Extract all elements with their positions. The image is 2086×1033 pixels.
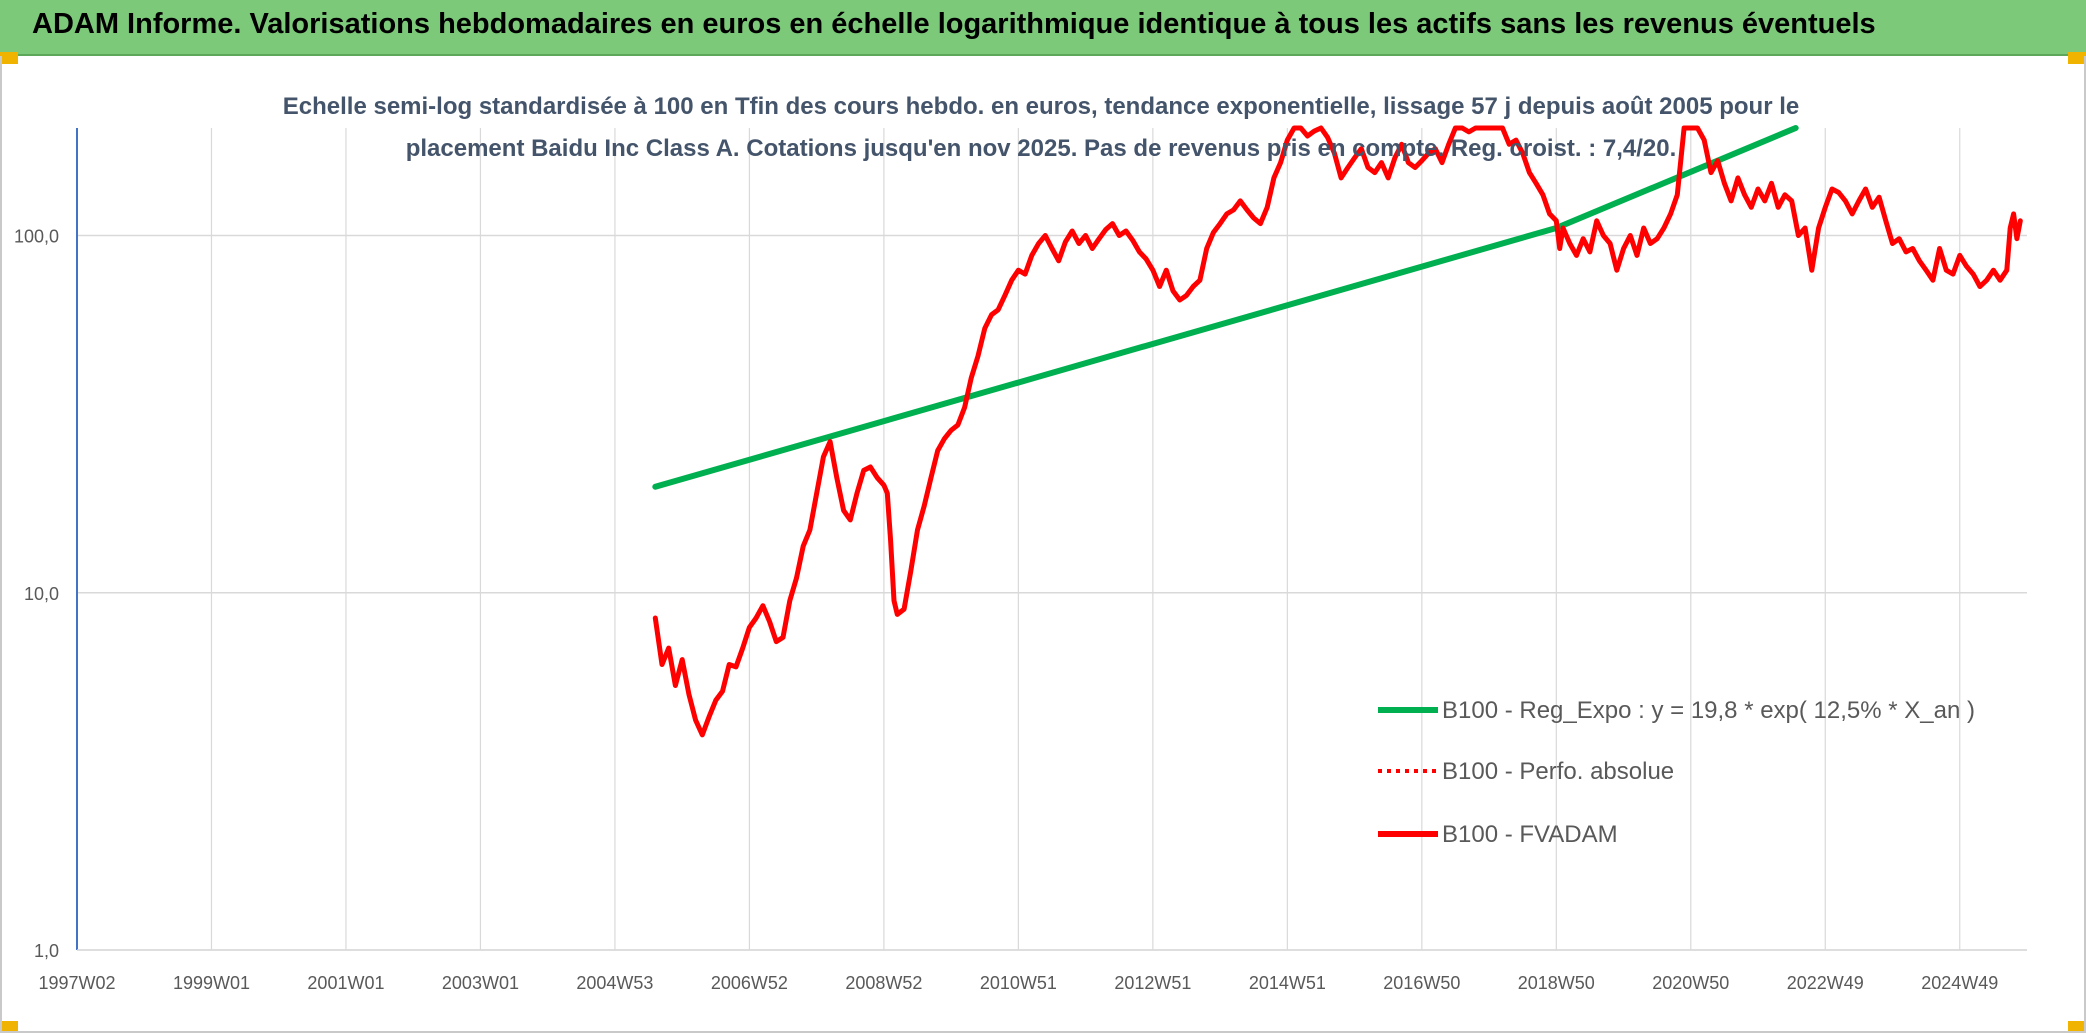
plot-area — [652, 125, 2023, 738]
x-tick-label: 2003W01 — [442, 973, 519, 993]
bottom-border — [0, 1031, 2086, 1033]
header-bar: ADAM Informe. Valorisations hebdomadaire… — [0, 0, 2086, 56]
x-tick-label: 2001W01 — [307, 973, 384, 993]
y-tick-label: 10,0 — [24, 584, 59, 604]
chart-subtitle-line-2: placement Baidu Inc Class A. Cotations j… — [406, 135, 1677, 162]
x-tick-label: 2016W50 — [1383, 973, 1460, 993]
x-tick-label: 2020W50 — [1652, 973, 1729, 993]
x-tick-label: 2022W49 — [1787, 973, 1864, 993]
legend-label: B100 - FVADAM — [1442, 821, 1618, 848]
right-border — [2084, 56, 2086, 1033]
corner-accent-bottom-left — [0, 1021, 18, 1033]
x-tick-label: 1999W01 — [173, 973, 250, 993]
corner-accent-top-right — [2068, 52, 2086, 64]
x-tick-label: 2008W52 — [845, 973, 922, 993]
x-tick-label: 2004W53 — [576, 973, 653, 993]
x-tick-label: 1997W02 — [38, 973, 115, 993]
legend-label: B100 - Perfo. absolue — [1442, 758, 1674, 785]
legend-label: B100 - Reg_Expo : y = 19,8 * exp( 12,5% … — [1442, 697, 1975, 724]
left-border — [0, 56, 2, 1033]
y-tick-label: 1,0 — [34, 941, 59, 961]
x-tick-labels: 1997W02 1999W01 2001W01 2003W01 2004W53 2006W… — [38, 973, 1998, 993]
y-tick-label: 100,0 — [14, 227, 59, 247]
x-tick-label: 2010W51 — [980, 973, 1057, 993]
fvadam-line-series — [652, 125, 2023, 738]
chart-subtitle-line-1: Echelle semi-log standardisée à 100 en T… — [283, 93, 1800, 120]
corner-accent-top-left — [0, 52, 18, 64]
x-tick-label: 2012W51 — [1114, 973, 1191, 993]
trend-line-series — [652, 125, 1799, 490]
x-tick-label: 2024W49 — [1921, 973, 1998, 993]
legend: B100 - Reg_Expo : y = 19,8 * exp( 12,5% … — [1378, 697, 1975, 848]
page-title: ADAM Informe. Valorisations hebdomadaire… — [32, 8, 1876, 40]
x-tick-label: 2006W52 — [711, 973, 788, 993]
x-tick-label: 2014W51 — [1249, 973, 1326, 993]
y-tick-labels: 1,0 10,0 100,0 — [14, 227, 59, 961]
corner-accent-bottom-right — [2068, 1021, 2086, 1033]
x-tick-label: 2018W50 — [1518, 973, 1595, 993]
